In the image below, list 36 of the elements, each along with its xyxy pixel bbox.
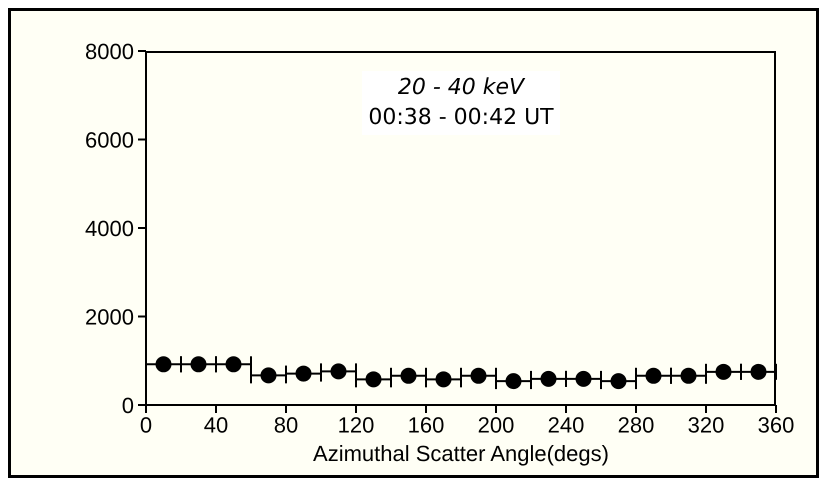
x-tick-label: 0	[140, 412, 152, 438]
point	[576, 370, 592, 387]
x-tick-label: 80	[274, 412, 298, 438]
y-tick-label: 8000	[85, 38, 134, 64]
point	[260, 367, 276, 384]
x-tick-label: 120	[338, 412, 374, 438]
x-tick-label: 360	[758, 412, 794, 438]
y-tick-label: 2000	[85, 304, 134, 330]
x-tick-label: 280	[618, 412, 654, 438]
x-tick-label: 240	[548, 412, 584, 438]
point	[226, 356, 242, 372]
point	[540, 370, 556, 387]
point	[470, 368, 486, 384]
point	[330, 363, 346, 380]
y-tick-label: 4000	[85, 216, 134, 241]
y-tick-label: 0	[122, 392, 134, 418]
y-tick-label: 6000	[85, 127, 134, 152]
point	[646, 368, 662, 384]
point	[436, 371, 452, 388]
x-tick-label: 160	[408, 412, 444, 438]
point	[400, 368, 416, 384]
x-axis-title: Azimuthal Scatter Angle(degs)	[312, 441, 610, 467]
point	[506, 373, 522, 390]
annotation: 00:38 - 00:42 UT	[368, 104, 554, 132]
point	[680, 368, 696, 384]
point	[296, 366, 312, 382]
point	[716, 364, 732, 380]
point	[610, 373, 626, 390]
point	[366, 371, 382, 388]
x-tick-label: 200	[478, 412, 514, 438]
point	[190, 356, 206, 372]
x-tick-label: 40	[204, 412, 228, 438]
point	[750, 364, 766, 380]
annotation: 20 - 40 keV	[396, 74, 526, 102]
x-tick-label: 320	[688, 412, 724, 438]
point	[156, 356, 172, 372]
